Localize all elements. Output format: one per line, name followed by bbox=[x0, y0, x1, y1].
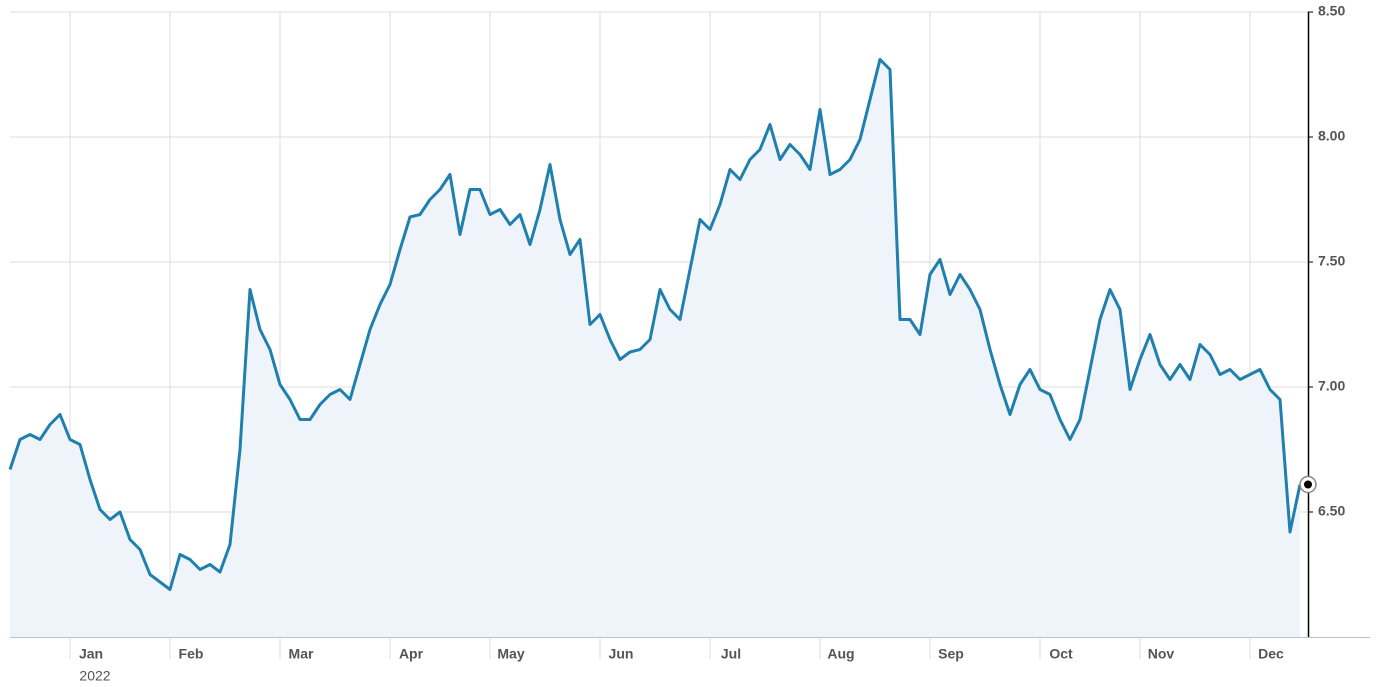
y-tick-label: 8.00 bbox=[1318, 128, 1345, 144]
x-tick-label: Aug bbox=[827, 646, 854, 662]
x-tick-label: Sep bbox=[938, 646, 964, 662]
x-tick-label: Jun bbox=[609, 646, 634, 662]
x-tick-label: Feb bbox=[179, 646, 204, 662]
x-tick-label: Oct bbox=[1049, 646, 1073, 662]
plot bbox=[8, 58, 1302, 637]
y-tick-label: 7.50 bbox=[1318, 253, 1345, 269]
last-point-dot bbox=[1304, 480, 1312, 489]
x-tick-label: Mar bbox=[289, 646, 314, 662]
y-tick-label: 7.00 bbox=[1318, 378, 1345, 394]
year-label: 2022 bbox=[79, 668, 110, 684]
x-tick-label: Jul bbox=[721, 646, 741, 662]
x-tick-label: Dec bbox=[1258, 646, 1284, 662]
x-tick-label: Apr bbox=[399, 646, 424, 662]
x-tick-label: Nov bbox=[1148, 646, 1175, 662]
y-tick-label: 8.50 bbox=[1318, 3, 1345, 19]
line bbox=[8, 58, 1302, 591]
area bbox=[10, 59, 1300, 637]
x-tick-label: Jan bbox=[79, 646, 103, 662]
x-tick-label: May bbox=[497, 646, 524, 662]
y-tick-label: 6.50 bbox=[1318, 503, 1345, 519]
